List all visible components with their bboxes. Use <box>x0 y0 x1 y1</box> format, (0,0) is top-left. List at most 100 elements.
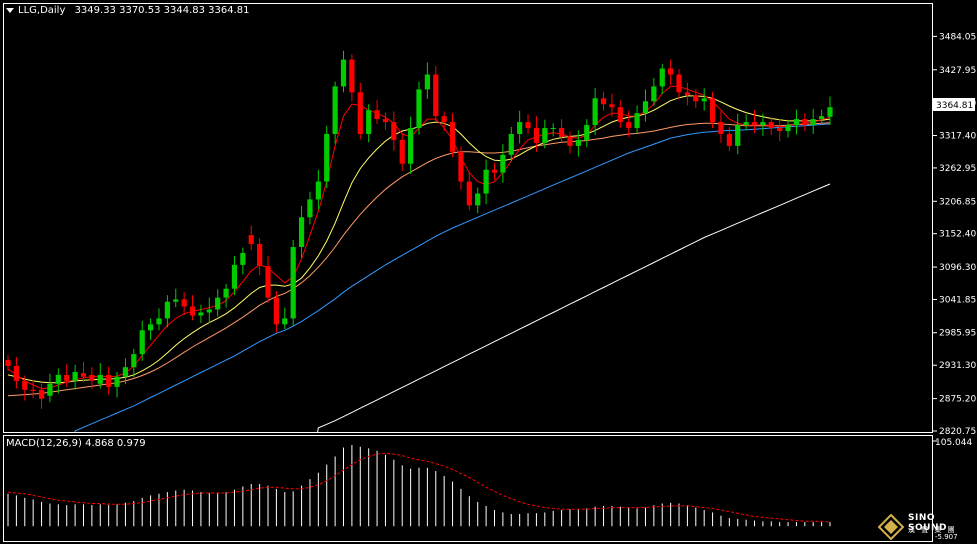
candle-body <box>80 373 87 377</box>
candle <box>416 81 422 135</box>
candle <box>231 255 238 296</box>
candle-body <box>340 59 347 87</box>
candle-body <box>189 306 196 316</box>
candle-body <box>332 86 338 134</box>
macd-axis: 105.044 -5.907 <box>932 438 972 541</box>
candle <box>298 205 305 258</box>
candle <box>357 82 363 140</box>
dropdown-triangle-icon[interactable] <box>6 7 14 13</box>
candle <box>751 110 758 133</box>
candle-body <box>558 128 565 137</box>
candle <box>156 308 162 331</box>
candle-body <box>810 119 816 126</box>
candle-body <box>600 98 607 105</box>
candle <box>5 355 11 371</box>
y-tick-label: 3152.40 <box>939 230 976 240</box>
candle-body <box>408 128 414 164</box>
candle-body <box>357 92 363 134</box>
candle <box>634 105 640 134</box>
candle <box>72 364 78 390</box>
candle-body <box>38 389 45 399</box>
candle-body <box>240 252 246 265</box>
candle-body <box>659 68 665 87</box>
candle <box>38 383 45 409</box>
y-tick-label: 3317.40 <box>939 132 976 142</box>
candle-body <box>517 122 523 134</box>
candle-body <box>399 139 405 164</box>
ma-120-line <box>317 183 831 432</box>
candle-body <box>642 101 649 114</box>
candle <box>290 239 296 327</box>
candle <box>114 371 120 398</box>
candle-body <box>441 116 447 123</box>
candle <box>785 119 791 138</box>
candle-body <box>676 74 682 93</box>
candle-body <box>684 92 691 96</box>
candle <box>743 114 749 130</box>
candle-body <box>206 309 212 313</box>
candle <box>726 126 732 152</box>
sino-sound-logo: SINO SOUND 漢 聲 集 團 <box>878 512 974 542</box>
ma-60-line <box>74 123 831 432</box>
candle-body <box>777 128 783 132</box>
candle <box>449 113 456 158</box>
candle-body <box>298 217 305 248</box>
candle-body <box>743 122 749 126</box>
price-axis: 3484.053427.953372.503317.403262.953206.… <box>932 32 976 437</box>
candle <box>223 283 229 308</box>
y-tick-label: 3262.95 <box>939 164 976 174</box>
candle <box>382 112 389 130</box>
candle <box>642 89 649 122</box>
candle-body <box>424 74 430 90</box>
candle-body <box>751 122 758 126</box>
candle <box>64 364 70 387</box>
candle <box>215 289 221 317</box>
candle <box>735 113 741 155</box>
candle-body <box>131 354 137 368</box>
candle-body <box>198 312 204 316</box>
candle <box>80 361 87 383</box>
candle-body <box>533 128 540 143</box>
candle-body <box>215 297 221 310</box>
candle-body <box>668 68 674 75</box>
candle <box>13 357 19 389</box>
candle-body <box>156 318 162 325</box>
candle <box>693 89 699 108</box>
candle <box>558 119 565 142</box>
candle <box>802 113 808 132</box>
candle-body <box>802 119 808 126</box>
candle <box>709 91 716 129</box>
candle <box>433 66 439 123</box>
candle-body <box>30 389 36 391</box>
candle-body <box>575 139 581 146</box>
candle <box>517 110 523 144</box>
candle-body <box>609 104 615 108</box>
candle <box>349 54 355 102</box>
candle-body <box>391 122 397 140</box>
candle <box>575 130 581 157</box>
candle-body <box>718 122 724 134</box>
candle <box>240 247 246 275</box>
candle <box>793 109 800 135</box>
candle-body <box>147 324 154 331</box>
candle-body <box>592 98 598 126</box>
candle-body <box>265 266 271 298</box>
candle-body <box>542 128 548 143</box>
candle-body <box>793 119 800 126</box>
candle-body <box>273 297 280 325</box>
candle <box>399 132 405 171</box>
candle <box>97 363 103 389</box>
y-tick-label: 2931.30 <box>939 361 976 371</box>
candle-body <box>89 374 95 381</box>
candle-body <box>122 367 129 377</box>
candle <box>374 100 380 124</box>
candle <box>248 225 254 250</box>
candle <box>408 116 414 174</box>
candle-body <box>290 247 296 319</box>
candle <box>324 125 330 189</box>
candle-body <box>223 288 229 298</box>
candle <box>257 238 263 275</box>
candle-body <box>139 330 145 355</box>
candle <box>768 117 774 136</box>
candle <box>819 109 825 125</box>
